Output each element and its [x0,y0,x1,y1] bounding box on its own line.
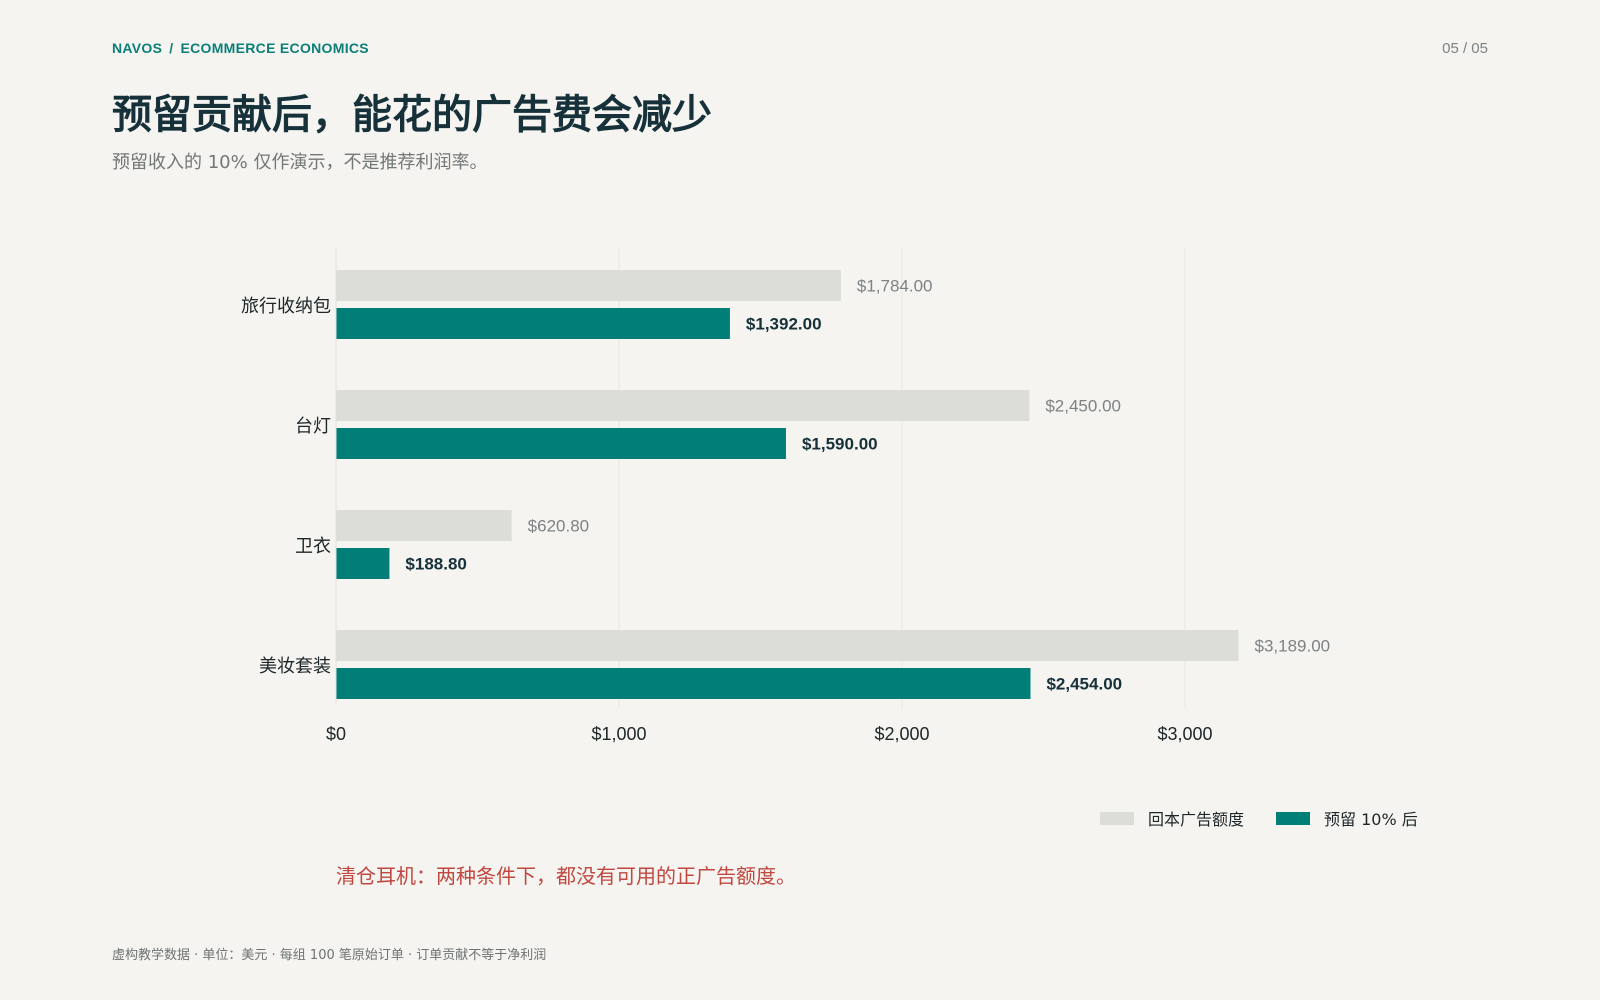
x-tick-label: $3,000 [1157,724,1212,744]
bar-reserved [336,308,730,339]
x-tick-label: $1,000 [591,724,646,744]
category-label: 卫衣 [295,536,331,557]
breadcrumb-section: ECOMMERCE ECONOMICS [180,40,369,56]
bar-reserved [336,668,1031,699]
data-label-original: $3,189.00 [1254,637,1330,656]
page-subtitle: 预留收入的 10% 仅作演示，不是推荐利润率。 [112,152,488,173]
breadcrumb-brand: NAVOS [112,40,163,56]
bar-original [336,510,512,541]
page-indicator: 05 / 05 [1442,40,1488,57]
bar-original [336,390,1030,421]
bar-original [336,630,1239,661]
legend-label-original: 回本广告额度 [1148,810,1245,829]
data-label-original: $620.80 [528,517,589,536]
bar-reserved [336,548,390,579]
chart-note: 清仓耳机：两种条件下，都没有可用的正广告额度。 [336,864,796,888]
x-tick-label: $2,000 [874,724,929,744]
legend-item-reserved: 预留 10% 后 [1276,806,1418,830]
data-label-reserved: $1,392.00 [746,315,822,334]
data-label-original: $2,450.00 [1045,397,1121,416]
data-label-reserved: $188.80 [405,555,466,574]
category-label: 旅行收纳包 [241,296,331,317]
chart-legend: 回本广告额度 预留 10% 后 [1100,806,1450,830]
footer-source: 虚构教学数据 · 单位：美元 · 每组 100 笔原始订单 · 订单贡献不等于净… [112,948,547,963]
breadcrumb-separator: / [169,40,174,56]
bar-original [336,270,841,301]
breadcrumb: NAVOS / ECOMMERCE ECONOMICS [112,40,369,56]
bar-reserved [336,428,786,459]
legend-item-original: 回本广告额度 [1100,806,1244,830]
data-label-reserved: $1,590.00 [802,435,878,454]
page-title: 预留贡献后，能花的广告费会减少 [112,92,712,138]
data-label-original: $1,784.00 [857,277,933,296]
legend-label-reserved: 预留 10% 后 [1324,810,1418,829]
x-tick-label: $0 [326,724,346,744]
legend-swatch-reserved [1276,811,1311,825]
category-label: 台灯 [295,416,331,437]
legend-swatch-original [1100,811,1134,825]
data-label-reserved: $2,454.00 [1046,675,1122,694]
category-label: 美妆套装 [259,656,331,677]
